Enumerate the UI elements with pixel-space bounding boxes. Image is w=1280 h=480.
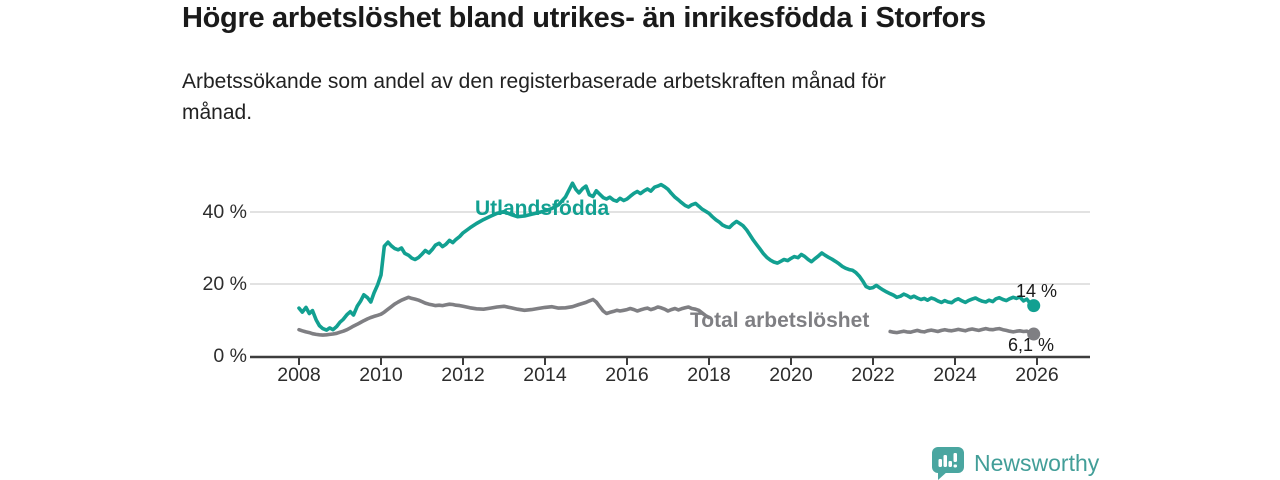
series-end-dot-0: [1027, 299, 1041, 313]
x-tick-label: 2010: [359, 364, 403, 386]
x-tick-label: 2026: [1015, 364, 1059, 386]
newsworthy-logo: Newsworthy: [930, 445, 1099, 480]
series-end-dot-1: [1027, 327, 1041, 341]
end-value-label-total: 6,1 %: [1008, 335, 1055, 355]
x-tick-label: 2008: [277, 364, 321, 386]
subtitle-line-1: Arbetssökande som andel av den registerb…: [182, 70, 886, 93]
y-tick-label: 40 %: [202, 201, 247, 223]
x-tick-label: 2020: [769, 364, 813, 386]
x-tick-label: 2016: [605, 364, 649, 386]
chart-subtitle: Arbetssökande som andel av den registerb…: [182, 66, 886, 128]
series-line-1: [297, 295, 711, 337]
x-tick-label: 2018: [687, 364, 731, 386]
y-tick-label: 0 %: [213, 345, 247, 367]
series-label-utlandsfodda: Utlandsfödda: [475, 197, 610, 220]
x-tick-label: 2024: [933, 364, 977, 386]
series-line-0: [297, 181, 1036, 332]
x-tick-label: 2014: [523, 364, 567, 386]
subtitle-line-2: månad.: [182, 101, 253, 124]
series-label-total-arbetsloshet: Total arbetslöshet: [690, 309, 870, 332]
end-value-label-utlandsfodda: 14 %: [1016, 281, 1058, 301]
series-line-1: [888, 326, 1036, 336]
x-tick-label: 2012: [441, 364, 485, 386]
x-tick-label: 2022: [851, 364, 895, 386]
newsworthy-bar-chart-icon: [932, 447, 964, 480]
y-tick-label: 20 %: [202, 273, 247, 295]
newsworthy-wordmark: Newsworthy: [974, 449, 1100, 476]
page-title: Högre arbetslöshet bland utrikes- än inr…: [182, 2, 986, 34]
